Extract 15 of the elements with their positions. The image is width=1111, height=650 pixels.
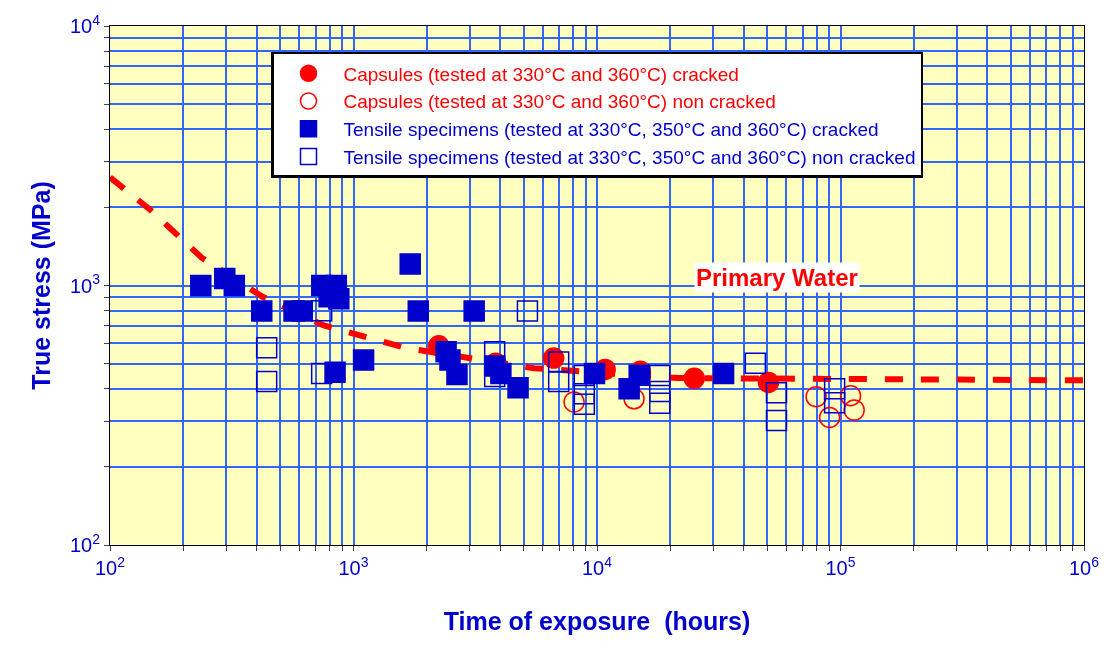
- y-tick-label: 10$^{4}$: [69, 11, 101, 37]
- x-axis-title: Time of exposure (hours): [443, 607, 751, 635]
- y-axis-title: True stress (MPa): [27, 181, 55, 390]
- x-tick-label: 10$^{2}$: [94, 553, 126, 579]
- x-tick-label: 10$^{3}$: [338, 553, 369, 579]
- legend-label: Capsules (tested at 330°C and 360°C) non cracked: [343, 91, 776, 113]
- annotation: Primary Water: [696, 264, 858, 291]
- x-tick-label: 10$^{4}$: [581, 553, 613, 579]
- y-tick-label: 10$^{2}$: [69, 530, 101, 556]
- x-tick-label: 10$^{6}$: [1068, 553, 1100, 579]
- x-tick-label: 10$^{5}$: [825, 553, 856, 579]
- legend-label: Tensile specimens (tested at 330°C, 350°C and 360°C) non cracked: [343, 146, 916, 168]
- legend-label: Tensile specimens (tested at 330°C, 350°C and 360°C) cracked: [343, 119, 879, 141]
- legend-label: Capsules (tested at 330°C and 360°C) cracked: [343, 63, 739, 85]
- y-tick-label: 10$^{3}$: [69, 271, 101, 297]
